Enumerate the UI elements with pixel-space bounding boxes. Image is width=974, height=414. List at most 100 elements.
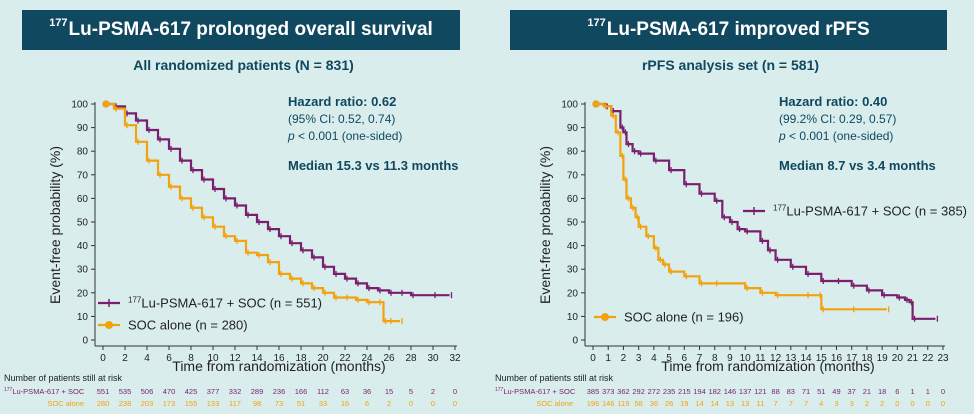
rpfs-x-tick-label: 15 (816, 353, 828, 364)
rpfs-risk-row-0-value: 37 (848, 387, 856, 396)
os-risk-row-1-value: 173 (163, 399, 176, 408)
os-confidence-interval: (95% CI: 0.52, 0.74) (288, 112, 395, 126)
rpfs-risk-row-1-value: 0 (926, 399, 930, 408)
os-legend-0-superscript: 177 (128, 296, 142, 305)
os-risk-row-0-value: 15 (385, 387, 393, 396)
rpfs-risk-row-0-value: 292 (632, 387, 645, 396)
rpfs-risk-row-0-value: 146 (724, 387, 737, 396)
os-risk-row-0-value: 0 (453, 387, 457, 396)
rpfs-x-tick-label: 6 (682, 353, 688, 364)
os-y-tick-label: 0 (82, 336, 88, 347)
rpfs-risk-row-1-value: 3 (850, 399, 854, 408)
os-risk-row-0-value: 425 (185, 387, 198, 396)
os-risk-row-0-value: 470 (163, 387, 176, 396)
rpfs-risk-row-1-value: 36 (650, 399, 658, 408)
rpfs-risk-row-1-value: 7 (804, 399, 808, 408)
rpfs-risk-row-0-value: 137 (739, 387, 752, 396)
os-y-tick-label: 50 (77, 218, 89, 229)
os-x-tick-label: 22 (339, 353, 351, 364)
rpfs-risk-row-1-value: 14 (711, 399, 719, 408)
os-risk-row-0-value: 289 (251, 387, 264, 396)
os-legend-1-text: SOC alone (n = 280) (128, 318, 248, 333)
rpfs-risk-row-0-label: 177Lu-PSMA-617 + SOC (495, 387, 576, 396)
os-x-tick-label: 32 (449, 353, 461, 364)
rpfs-x-tick-label: 17 (846, 353, 858, 364)
os-x-tick-label: 30 (427, 353, 439, 364)
rpfs-x-axis-label: Time from randomization (months) (661, 358, 874, 374)
rpfs-risk-row-0-value: 385 (587, 387, 600, 396)
os-risk-row-0-value: 332 (229, 387, 242, 396)
os-title-banner: 177 Lu-PSMA-617 prolonged overall surviva… (22, 10, 460, 50)
os-risk-row-0-value: 377 (207, 387, 220, 396)
rpfs-risk-row-0-value: 88 (771, 387, 779, 396)
rpfs-x-tick-label: 12 (770, 353, 782, 364)
rpfs-x-tick-label: 0 (590, 353, 596, 364)
rpfs-risk-row-0-value: 51 (817, 387, 825, 396)
os-title: Lu-PSMA-617 prolonged overall survival (68, 19, 433, 40)
rpfs-risk-row-1-value: 7 (789, 399, 793, 408)
rpfs-title: Lu-PSMA-617 improved rPFS (606, 19, 870, 40)
rpfs-confidence-interval: (99.2% CI: 0.29, 0.57) (779, 112, 896, 126)
os-y-tick-label: 80 (77, 147, 89, 158)
rpfs-risk-row-0-superscript: 177 (495, 387, 504, 393)
rpfs-risk-row-1-value: 19 (680, 399, 688, 408)
rpfs-risk-row-0-value: 373 (602, 387, 615, 396)
rpfs-risk-row-0-value: 121 (754, 387, 767, 396)
os-hazard-ratio: Hazard ratio: 0.62 (288, 94, 396, 109)
os-x-tick-label: 18 (295, 353, 307, 364)
rpfs-y-tick-label: 100 (561, 100, 578, 111)
rpfs-y-tick-label: 80 (567, 147, 579, 158)
os-x-tick-label: 24 (361, 353, 373, 364)
os-risk-row-1-value: 155 (185, 399, 198, 408)
rpfs-risk-row-0-value: 362 (617, 387, 630, 396)
rpfs-risk-row-1-value: 4 (819, 399, 823, 408)
os-y-tick-label: 20 (77, 288, 89, 299)
os-risk-row-0-value: 36 (363, 387, 371, 396)
rpfs-risk-row-1-text: SOC alone (536, 399, 573, 408)
rpfs-risk-row-1-value: 3 (834, 399, 838, 408)
rpfs-legend-1-swatch-mark (601, 313, 609, 321)
os-x-tick-label: 8 (188, 353, 194, 364)
os-p-value-text: < 0.001 (one-sided) (295, 129, 403, 143)
rpfs-x-tick-label: 2 (621, 353, 627, 364)
os-risk-row-1-value: 98 (253, 399, 261, 408)
os-risk-row-1-value: 73 (275, 399, 283, 408)
rpfs-risk-row-1-value: 58 (634, 399, 642, 408)
os-risk-row-0-value: 506 (141, 387, 154, 396)
rpfs-x-tick-label: 7 (697, 353, 703, 364)
rpfs-risk-row-0-value: 182 (708, 387, 721, 396)
rpfs-risk-row-1-value: 0 (941, 399, 945, 408)
rpfs-risk-row-0-value: 272 (648, 387, 661, 396)
rpfs-x-tick-label: 3 (636, 353, 642, 364)
rpfs-x-tick-label: 9 (727, 353, 733, 364)
os-p-symbol: p (287, 129, 295, 143)
rpfs-legend-0-superscript: 177 (773, 204, 787, 213)
rpfs-risk-row-1-label: SOC alone (536, 399, 573, 408)
os-legend-1-swatch-mark (105, 321, 113, 329)
os-series-1-line (103, 102, 400, 323)
rpfs-risk-row-1-value: 7 (774, 399, 778, 408)
rpfs-risk-row-1-value: 11 (756, 399, 764, 408)
rpfs-risk-row-0-value: 49 (832, 387, 840, 396)
rpfs-legend-1-text: SOC alone (n = 196) (624, 310, 744, 325)
rpfs-y-tick-label: 40 (567, 241, 579, 252)
rpfs-risk-row-1-value: 26 (665, 399, 673, 408)
rpfs-x-tick-label: 18 (861, 353, 873, 364)
rpfs-x-tick-label: 4 (651, 353, 657, 364)
rpfs-title-superscript: 177 (587, 17, 606, 29)
rpfs-y-tick-label: 0 (572, 336, 578, 347)
os-risk-row-1-value: 2 (387, 399, 391, 408)
os-p-value: p < 0.001 (one-sided) (287, 129, 402, 143)
rpfs-risk-row-1-value: 2 (880, 399, 884, 408)
rpfs-x-tick-label: 14 (800, 353, 812, 364)
os-risk-row-1-text: SOC alone (47, 399, 84, 408)
os-median-survival: Median 15.3 vs 11.3 months (288, 158, 459, 173)
os-panel: 177 Lu-PSMA-617 prolonged overall surviva… (4, 10, 461, 408)
os-x-tick-label: 26 (383, 353, 395, 364)
os-y-tick-label: 30 (77, 265, 89, 276)
rpfs-risk-row-0-value: 6 (895, 387, 899, 396)
os-risk-row-1-value: 133 (207, 399, 220, 408)
os-risk-row-1-label: SOC alone (47, 399, 84, 408)
